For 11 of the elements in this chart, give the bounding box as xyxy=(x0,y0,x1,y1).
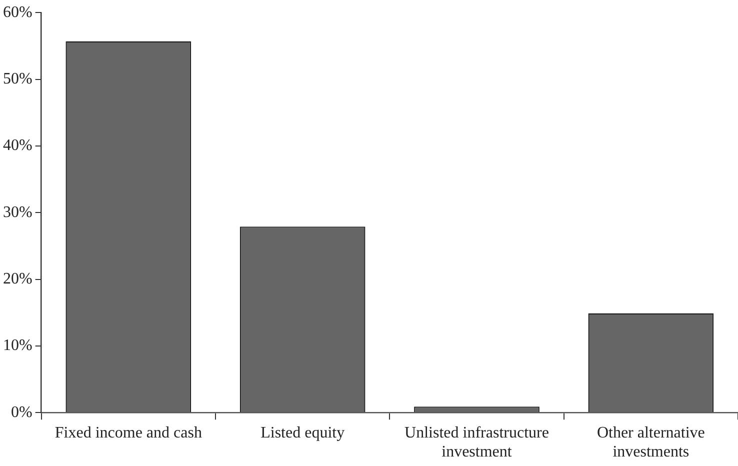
y-tick-label: 40% xyxy=(3,137,32,154)
x-tick-label: Unlisted infrastructure investment xyxy=(404,424,549,461)
y-tick-label: 30% xyxy=(3,204,32,221)
y-tick-label: 50% xyxy=(3,70,32,88)
y-tick-label: 10% xyxy=(3,337,32,354)
y-tick-label: 20% xyxy=(3,270,32,288)
x-tick-label: Listed equity xyxy=(260,424,345,442)
y-tick-label: 60% xyxy=(3,4,32,21)
x-tick-label: Fixed income and cash xyxy=(54,424,202,442)
x-tick-label: Other alternative investments xyxy=(596,424,705,461)
y-tick-label: 0% xyxy=(11,404,32,421)
